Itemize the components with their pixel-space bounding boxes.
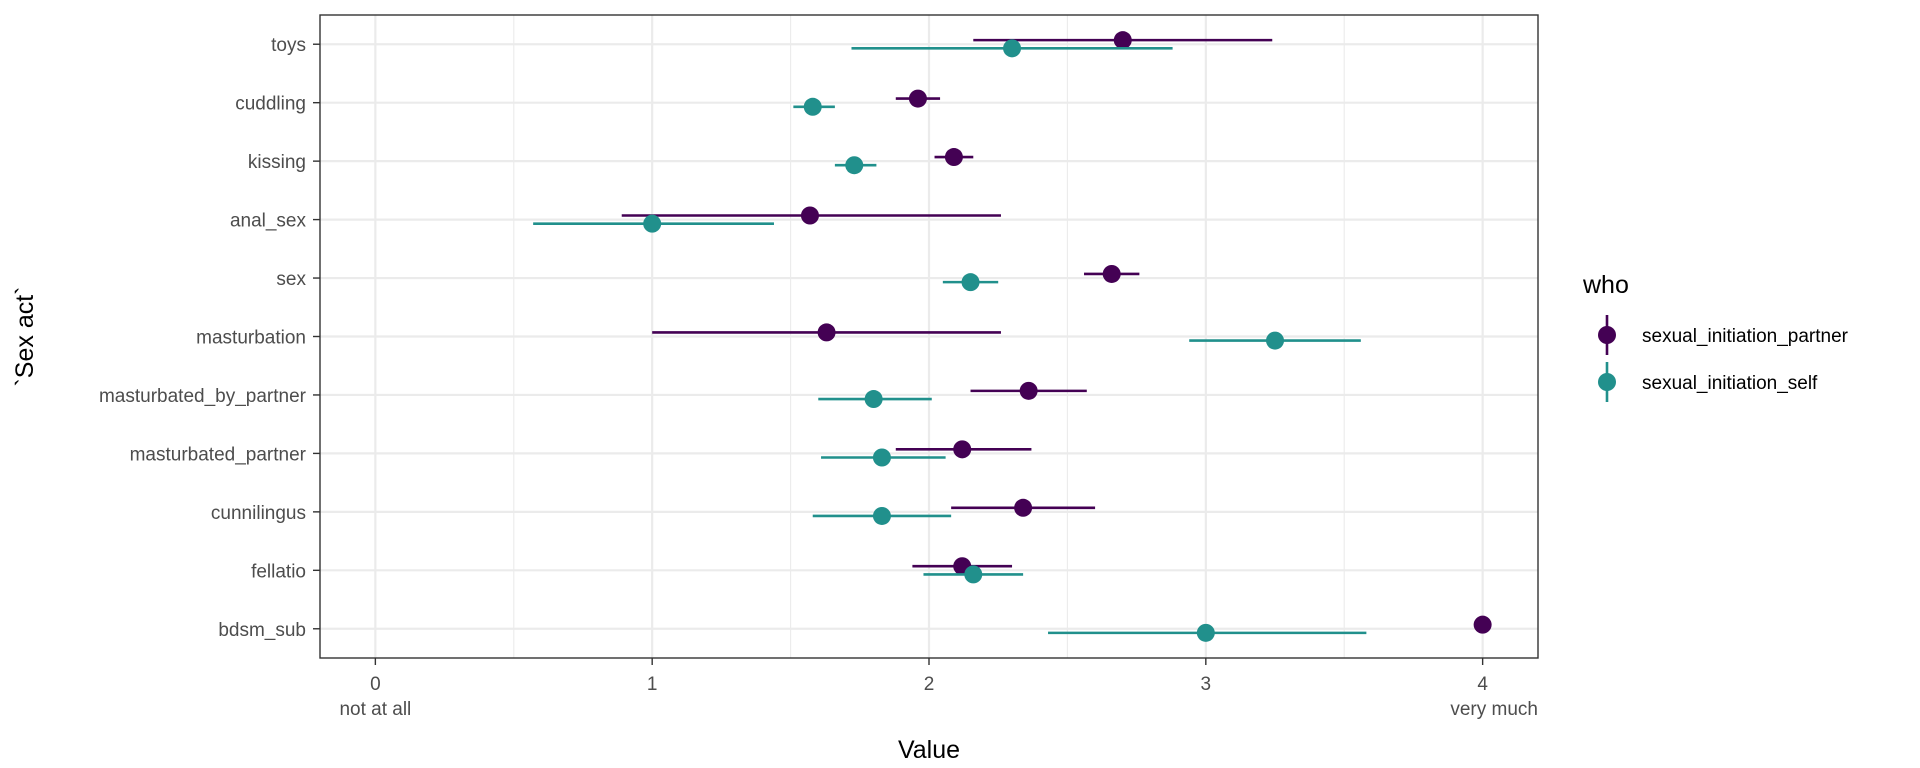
y-tick-label: fellatio — [251, 561, 306, 582]
x-tick-label: 4 — [1477, 674, 1488, 695]
data-point — [964, 565, 983, 584]
data-point — [1003, 39, 1022, 58]
x-tick-sublabel: not at all — [339, 699, 411, 720]
data-point — [1014, 498, 1033, 517]
data-point — [1102, 264, 1121, 283]
x-tick-label: 3 — [1201, 674, 1212, 695]
legend-label: sexual_initiation_partner — [1642, 326, 1849, 347]
legend-item: sexual_initiation_self — [1598, 362, 1818, 402]
data-point — [961, 273, 980, 292]
data-point — [817, 323, 836, 342]
x-tick-label: 2 — [924, 674, 935, 695]
legend-item: sexual_initiation_partner — [1598, 315, 1849, 355]
y-tick-label: cunnilingus — [211, 503, 306, 524]
data-point — [803, 97, 822, 116]
legend-title: who — [1582, 271, 1629, 299]
data-point — [944, 148, 963, 167]
y-tick-label: masturbated_by_partner — [99, 386, 307, 407]
legend-key-point — [1598, 373, 1616, 391]
legend: who sexual_initiation_partner sexual_init… — [1582, 271, 1849, 402]
data-point — [1019, 381, 1038, 400]
x-axis: 0 not at all 1 2 3 4 very much — [339, 658, 1538, 720]
data-point — [872, 506, 891, 525]
data-point — [800, 206, 819, 225]
legend-label: sexual_initiation_self — [1642, 373, 1818, 394]
y-tick-label: sex — [276, 269, 306, 290]
x-tick-label: 1 — [647, 674, 658, 695]
data-point — [1113, 31, 1132, 50]
y-tick-label: masturbated_partner — [130, 444, 307, 465]
y-tick-label: cuddling — [235, 94, 306, 115]
legend-key-point — [1598, 326, 1616, 344]
grid-major — [320, 15, 1538, 658]
y-tick-label: kissing — [248, 152, 306, 173]
data-point — [872, 448, 891, 467]
y-axis-title: `Sex act` — [11, 286, 39, 386]
data-point — [864, 390, 883, 409]
series-sexual_initiation_self — [533, 39, 1367, 642]
y-tick-label: bdsm_sub — [218, 620, 306, 641]
data-point — [845, 156, 864, 175]
data-point — [953, 440, 972, 459]
y-tick-label: toys — [271, 35, 306, 56]
data-point — [1473, 615, 1492, 634]
data-point — [908, 89, 927, 108]
y-tick-label: masturbation — [196, 328, 306, 349]
data-point — [643, 214, 662, 233]
y-tick-label: anal_sex — [230, 211, 307, 232]
x-axis-title: Value — [898, 736, 960, 764]
x-axis-right-sublabel: very much — [1450, 699, 1538, 720]
plot-panel — [319, 14, 1539, 659]
data-point — [1196, 623, 1215, 642]
data-point — [1266, 331, 1285, 350]
series-layer — [533, 31, 1492, 642]
series-sexual_initiation_partner — [621, 31, 1492, 634]
x-tick-label: 0 — [370, 674, 381, 695]
